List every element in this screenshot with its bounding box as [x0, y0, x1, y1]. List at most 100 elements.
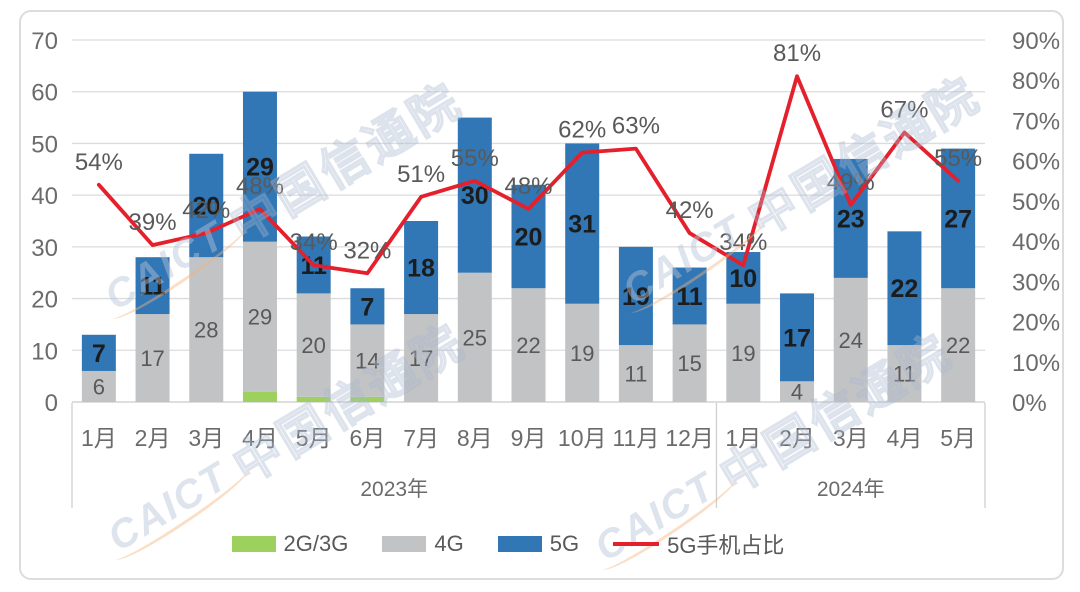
bar-segment-5G [887, 231, 922, 346]
right-tick-label: 0% [1012, 390, 1047, 417]
month-label: 1月 [725, 425, 761, 451]
right-tick-label: 80% [1012, 68, 1060, 95]
bar-segment-4G [780, 381, 815, 402]
bar-segment-4G [135, 314, 170, 402]
bar-value-label: 19 [570, 341, 594, 366]
year-label: 2024年 [817, 478, 885, 501]
bar-segment-5G [780, 293, 815, 382]
right-tick-label: 90% [1012, 28, 1060, 55]
bar-segment-5G [404, 221, 439, 315]
month-label: 3月 [833, 425, 869, 451]
bar-value-label: 10 [729, 265, 757, 293]
bar-value-label: 7 [360, 293, 374, 321]
legend-label: 5G手机占比 [667, 533, 785, 558]
line-value-label: 81% [773, 40, 821, 67]
legend-label: 2G/3G [283, 531, 349, 556]
bar-value-label: 19 [622, 283, 650, 311]
bar-value-label: 29 [248, 305, 272, 330]
bar-segment-5G [565, 143, 600, 304]
right-tick-label: 10% [1012, 350, 1060, 377]
bar-value-label: 24 [838, 328, 862, 353]
legend-item-2g3g: 2G/3G [231, 531, 349, 557]
bar-value-label: 14 [355, 349, 379, 374]
month-label: 11月 [612, 425, 659, 451]
month-label: 4月 [242, 425, 278, 451]
right-tick-label: 30% [1012, 269, 1060, 296]
year-label: 2023年 [360, 478, 428, 501]
legend-item-4g: 4G [382, 531, 464, 557]
chart-card [19, 10, 1064, 580]
bar-segment-4G [457, 272, 492, 402]
line-value-label: 67% [880, 97, 928, 124]
bar-value-label: 18 [407, 255, 435, 283]
bar-segment-4G [833, 277, 868, 402]
line-value-label: 39% [129, 209, 177, 236]
category-group-labels: 2023年 2024年 [360, 478, 884, 501]
bar-value-label: 31 [568, 211, 596, 239]
month-label: 1月 [81, 425, 117, 451]
bar-value-label: 6 [93, 374, 105, 399]
right-tick-label: 20% [1012, 310, 1060, 337]
category-labels: 1月 2月 3月 4月 5月 6月 7月 8月 9月 10月 11月 12月 1月 2月 3月 4月 5月 [81, 425, 976, 451]
bar-value-label: 19 [731, 341, 755, 366]
legend-color-swatch [382, 536, 427, 552]
bar-value-label: 11 [893, 362, 916, 387]
bar-segment-2G/3G [242, 391, 277, 402]
bar-segment-4G [242, 241, 277, 392]
stacked-bars [81, 91, 976, 402]
line-value-label: 32% [343, 237, 391, 264]
left-tick-label: 30 [31, 235, 58, 262]
line-value-label: 34% [719, 229, 767, 256]
line-value-label: 55% [934, 145, 982, 172]
line-value-label: 63% [612, 113, 660, 140]
axis-separators [71, 403, 986, 508]
bar-value-label: 4 [791, 380, 803, 405]
chart-legend: 2G/3G 4G 5G 5G手机占比 [0, 526, 1048, 562]
line-value-label: 48% [504, 173, 552, 200]
month-label: 3月 [188, 425, 224, 451]
bar-value-label: 28 [194, 318, 218, 343]
left-tick-label: 20 [31, 287, 58, 314]
month-label: 9月 [511, 425, 547, 451]
line-value-label: 48% [236, 173, 284, 200]
bar-value-label: 20 [515, 224, 543, 252]
bar-value-label: 29 [246, 154, 274, 182]
left-tick-label: 60 [31, 80, 58, 107]
bar-segment-4G [189, 257, 224, 402]
bar-segment-2G/3G [296, 396, 331, 402]
bar-value-label: 15 [677, 351, 701, 376]
month-label: 5月 [940, 425, 976, 451]
left-tick-label: 40 [31, 183, 58, 210]
bar-value-label: 23 [837, 205, 865, 233]
month-label: 7月 [403, 425, 439, 451]
legend-label: 5G [549, 531, 580, 556]
bar-segment-2G/3G [350, 396, 385, 402]
left-tick-label: 10 [31, 338, 58, 365]
month-label: 10月 [558, 425, 607, 451]
bar-segment-4G [941, 288, 976, 402]
line-value-label: 62% [558, 117, 606, 144]
left-axis-ticks: 70 60 50 40 30 20 10 0 [31, 28, 58, 417]
right-tick-label: 60% [1012, 149, 1060, 176]
bar-segment-4G [511, 288, 546, 402]
bar-segment-4G [565, 303, 600, 402]
line-value-label: 42% [182, 197, 230, 224]
month-label: 2月 [135, 425, 171, 451]
left-tick-label: 0 [45, 390, 58, 417]
bar-segment-4G [81, 370, 116, 402]
month-label: 6月 [349, 425, 385, 451]
bar-value-label: 27 [944, 205, 972, 233]
bar-segment-5G [672, 267, 707, 325]
bar-segment-4G [726, 303, 761, 402]
bar-segment-5G [242, 91, 277, 242]
month-label: 2月 [779, 425, 815, 451]
bar-value-label: 25 [463, 325, 487, 350]
right-tick-label: 40% [1012, 229, 1060, 256]
legend-color-swatch [497, 536, 542, 552]
legend-line-marker [613, 542, 660, 546]
line-value-label: 49% [827, 169, 875, 196]
bar-value-label: 7 [92, 340, 106, 368]
bar-value-label: 17 [140, 346, 164, 371]
legend-item-5g-share: 5G手机占比 [613, 528, 784, 560]
